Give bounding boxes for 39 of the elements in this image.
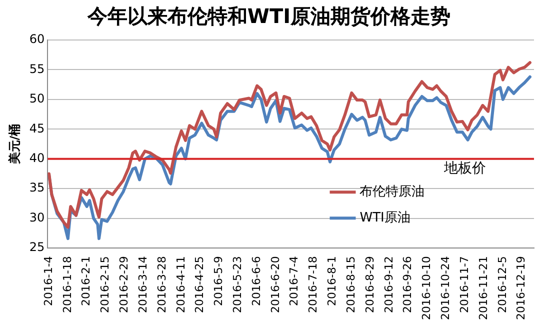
x-tick-label: 2016-4-25 xyxy=(193,256,206,314)
y-tick-label: 50 xyxy=(29,92,45,106)
y-tick-label: 45 xyxy=(29,121,45,136)
x-tick-label: 2016-2-29 xyxy=(118,256,131,314)
x-tick-label: 2016-6-6 xyxy=(250,256,263,306)
x-tick-label: 2016-8-15 xyxy=(344,256,358,314)
y-tick-label: 55 xyxy=(29,62,45,76)
x-tick-label: 2016-3-14 xyxy=(136,256,150,314)
y-tick-label: 30 xyxy=(29,210,45,224)
x-tick-label: 2016-9-12 xyxy=(382,256,396,314)
y-tick-label: 60 xyxy=(29,32,45,46)
x-tick-label: 2016-3-28 xyxy=(155,256,168,314)
x-tick-label: 2016-9-26 xyxy=(401,256,414,314)
x-tick-label: 2016-5-9 xyxy=(212,256,226,306)
y-axis-title: 美元/桶 xyxy=(7,124,22,166)
x-tick-label: 2016-6-20 xyxy=(268,256,282,314)
x-tick-label: 2016-12-5 xyxy=(496,256,509,314)
x-tick-label: 2016-2-1 xyxy=(80,256,93,306)
x-tick-label: 2016-5-23 xyxy=(231,256,244,314)
x-tick-label: 2016-8-1 xyxy=(326,256,339,306)
legend-label: 布伦特原油 xyxy=(360,184,425,200)
y-tick-label: 25 xyxy=(29,240,45,254)
x-tick-label: 2016-7-4 xyxy=(288,256,301,306)
chart-title: 今年以来布伦特和WTI原油期货价格走势 xyxy=(86,4,451,28)
x-tick-label: 2016-7-18 xyxy=(306,256,320,314)
x-tick-label: 2016-2-15 xyxy=(98,256,112,314)
x-tick-label: 2016-12-19 xyxy=(514,256,528,320)
legend-label: WTI原油 xyxy=(360,210,410,226)
x-tick-label: 2016-1-4 xyxy=(42,256,55,306)
y-tick-label: 35 xyxy=(29,180,45,195)
x-tick-label: 2016-10-10 xyxy=(420,256,434,320)
x-tick-label: 2016-11-7 xyxy=(458,256,471,314)
y-tick-label: 40 xyxy=(29,151,45,166)
x-tick-label: 2016-4-11 xyxy=(174,256,188,314)
ref-line-label: 地板价 xyxy=(443,160,486,177)
x-tick-label: 2016-11-21 xyxy=(476,256,490,320)
x-tick-label: 2016-8-29 xyxy=(363,256,376,314)
x-tick-label: 2016-10-24 xyxy=(439,256,452,320)
x-tick-label: 2016-1-18 xyxy=(60,256,74,314)
